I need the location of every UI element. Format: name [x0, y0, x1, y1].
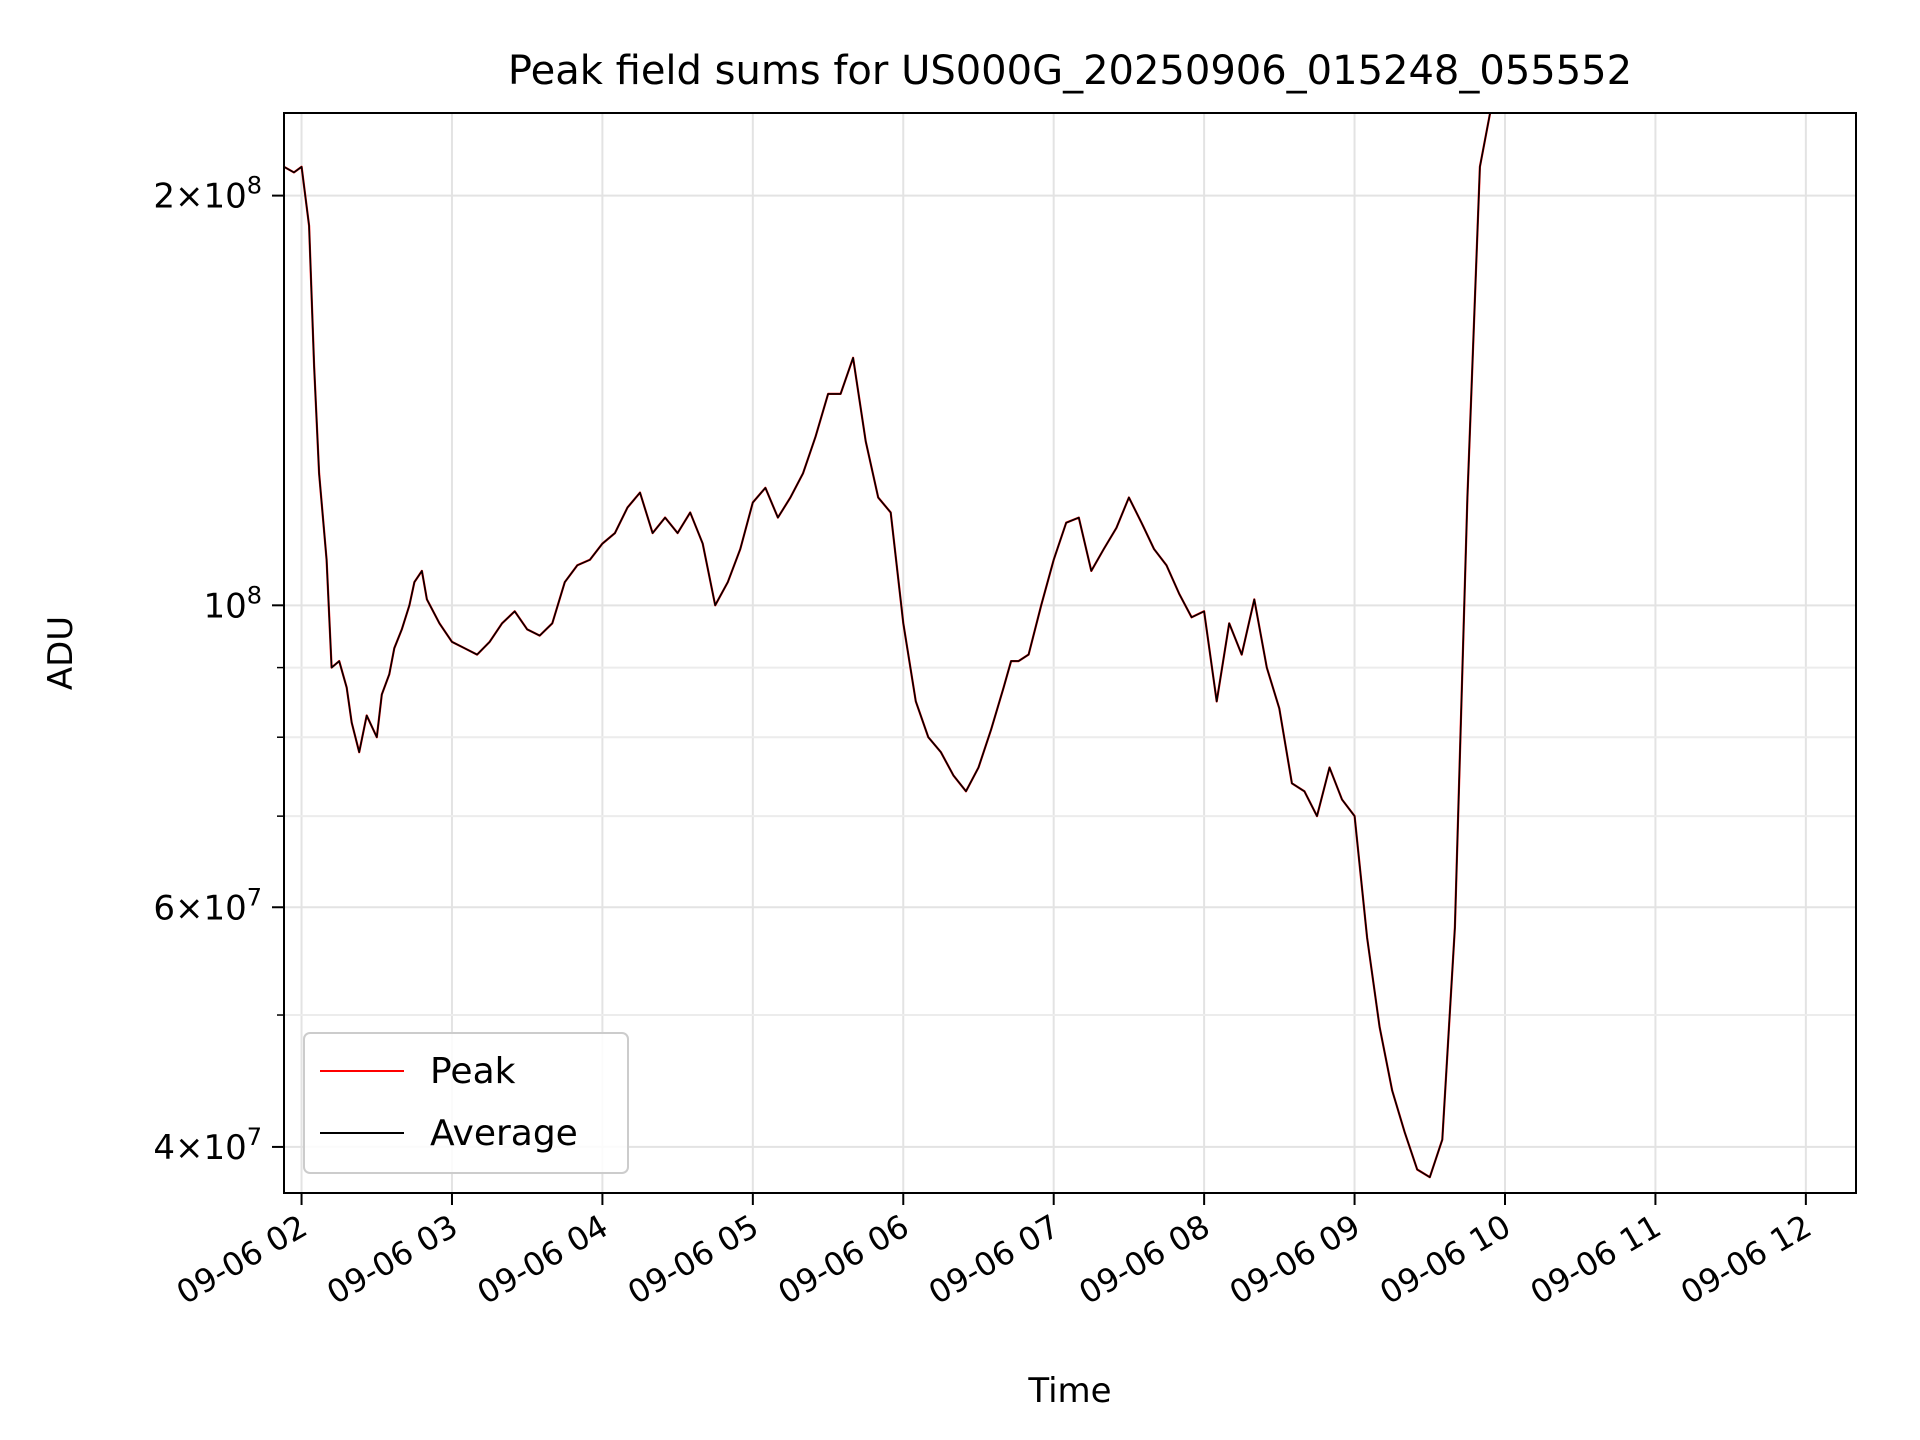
y-tick-label: 4×107	[153, 1123, 262, 1168]
y-axis-label: ADU	[41, 616, 81, 690]
plot-lines	[284, 113, 1492, 1179]
x-axis-label: Time	[1027, 1371, 1111, 1411]
legend-box	[303, 1032, 629, 1174]
legend-label-average: Average	[430, 1113, 578, 1154]
grid	[284, 113, 1856, 1193]
axes-frame	[283, 112, 1857, 1194]
y-tick-label: 2×108	[153, 172, 262, 217]
legend-label-peak: Peak	[430, 1051, 516, 1092]
y-tick-label: 108	[203, 581, 262, 626]
y-tick-label: 6×107	[153, 883, 262, 928]
series-line-average	[284, 113, 1491, 1178]
legend: Peak Average	[303, 1032, 629, 1174]
chart-title: Peak field sums for US000G_20250906_0152…	[508, 48, 1632, 94]
